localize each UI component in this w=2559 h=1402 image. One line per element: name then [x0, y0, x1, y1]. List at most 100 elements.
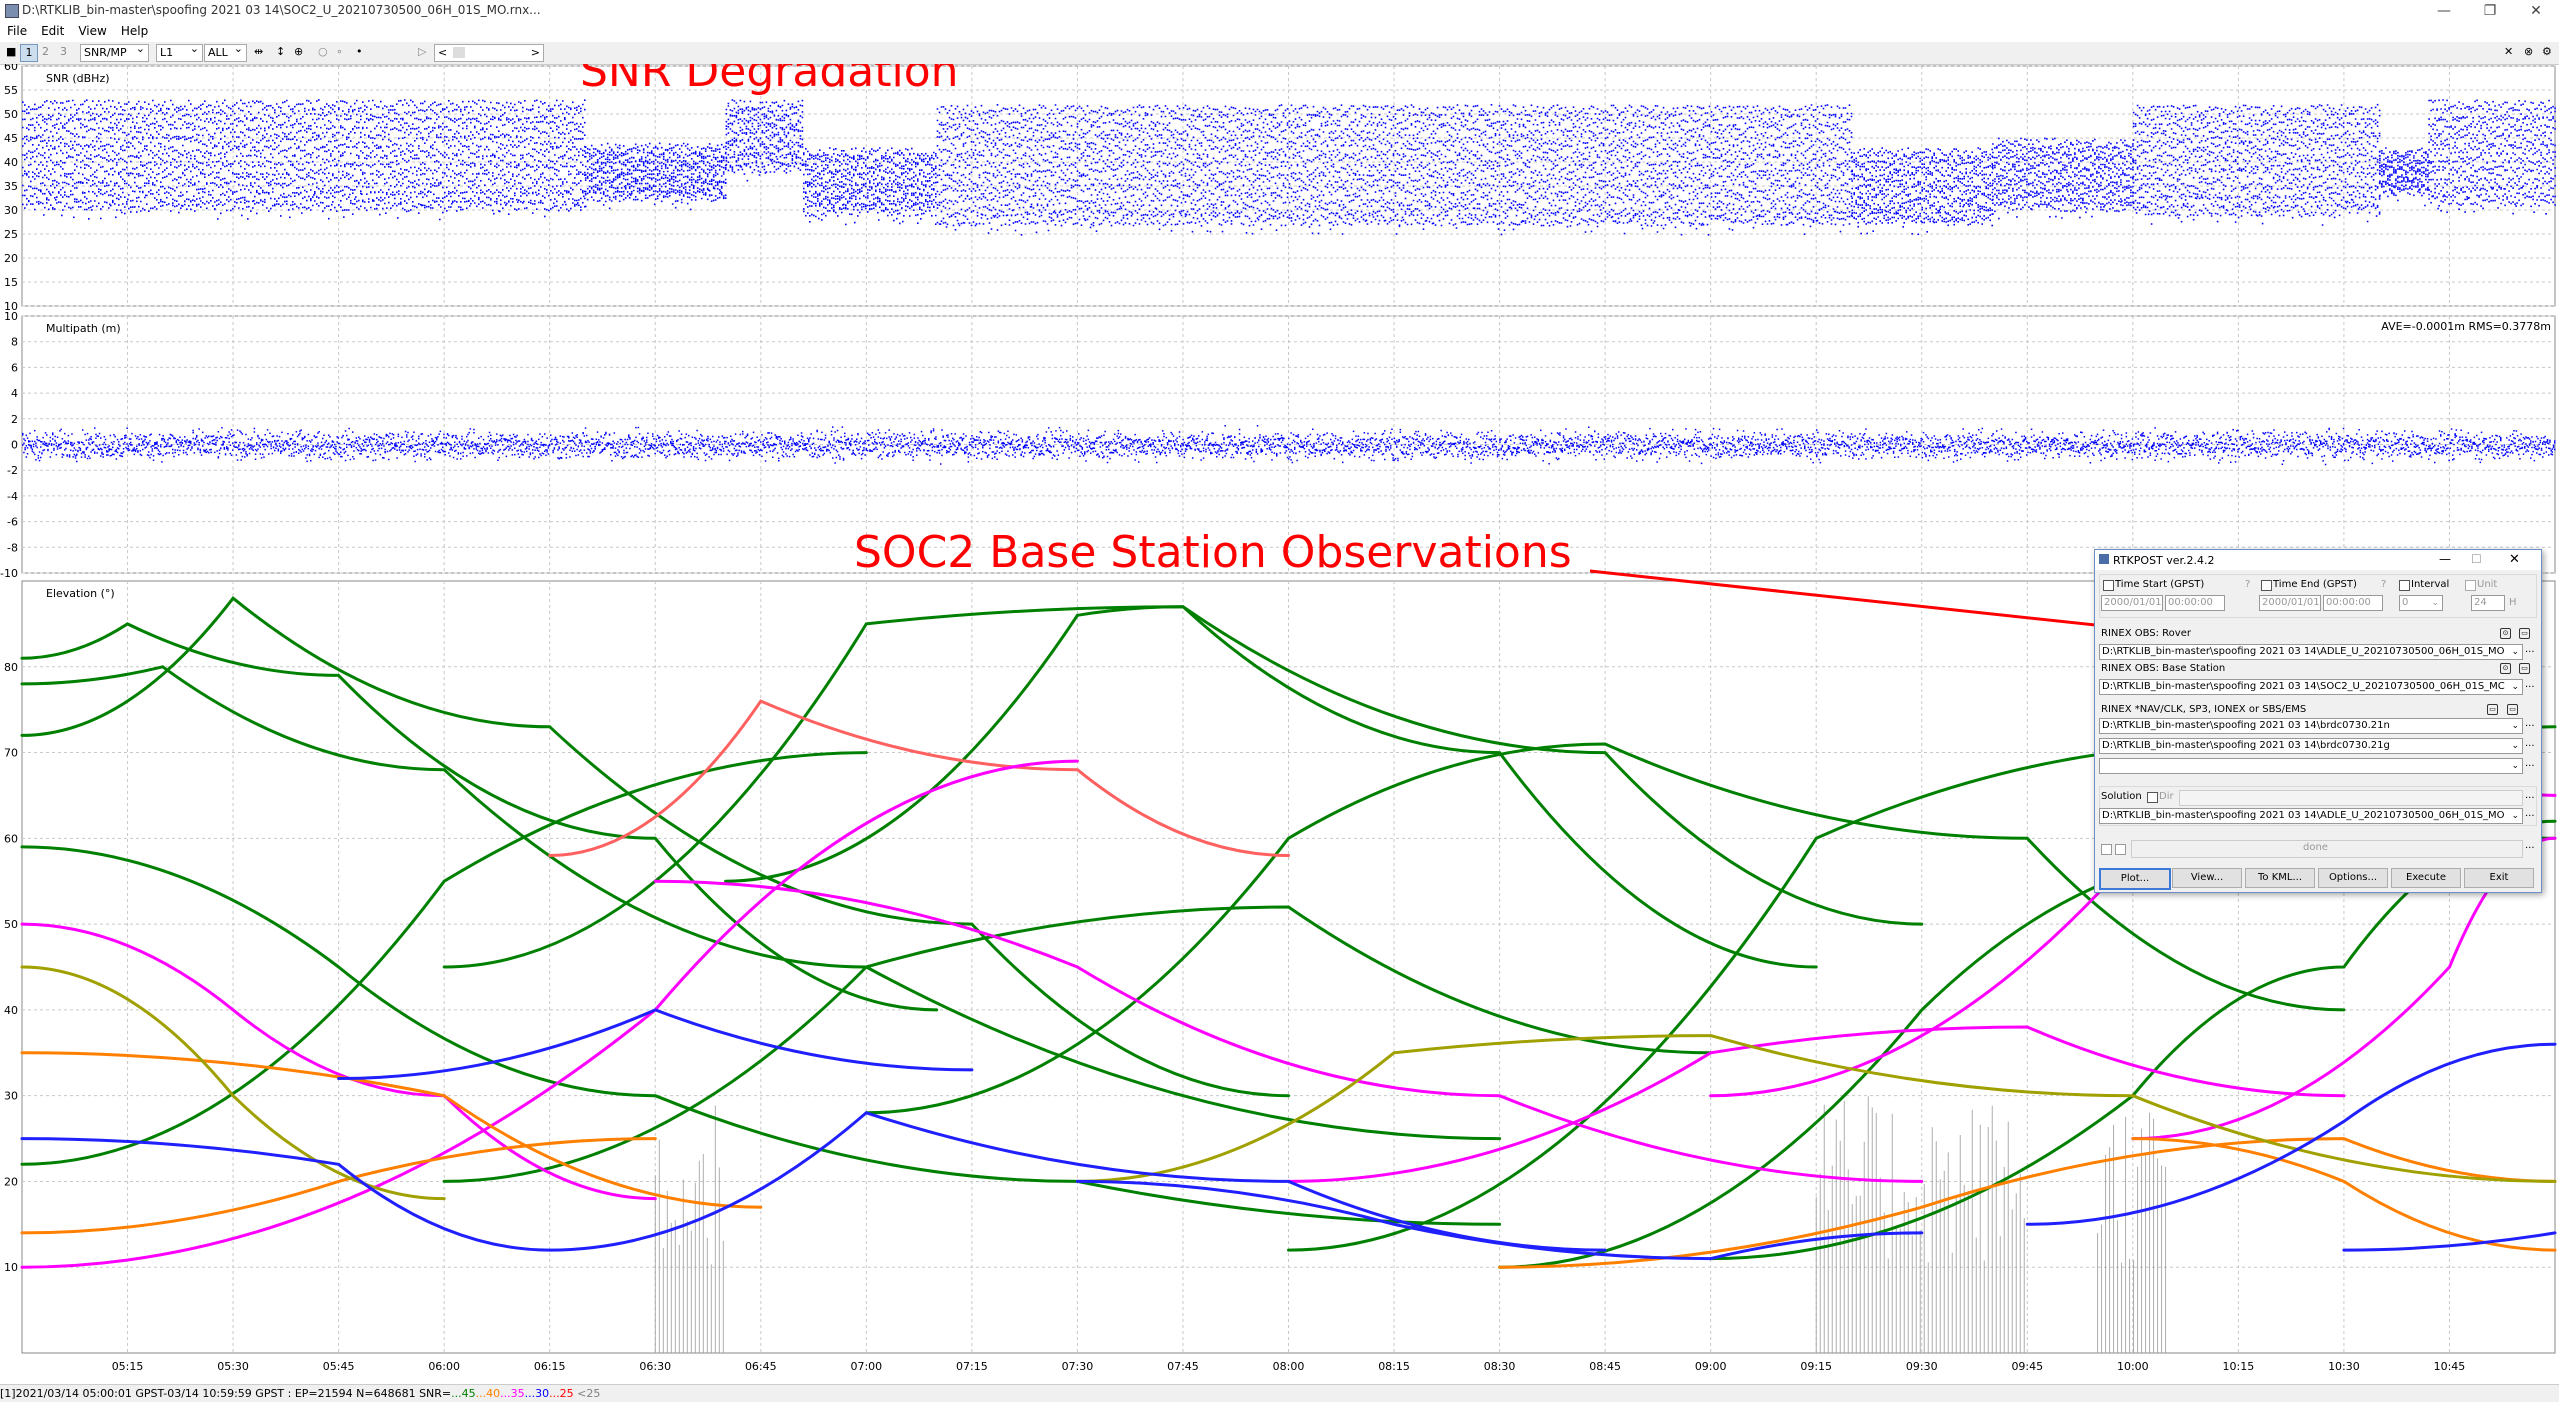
satellite-track	[20, 1137, 552, 1252]
frame-2-button[interactable]: 2	[42, 45, 49, 58]
fit-vertical-icon[interactable]: ↕	[276, 45, 286, 58]
snr-legend-item: ...35	[500, 1387, 525, 1400]
y-tick-label: 40	[4, 156, 18, 169]
time-start-label: Time Start (GPST)	[2115, 579, 2205, 590]
satellite-track	[20, 845, 1502, 1226]
rover-plot-icon[interactable]: ▭	[2519, 628, 2530, 639]
scroll-left-button[interactable]: <	[438, 46, 448, 59]
plot-type-select[interactable]: SNR/MP	[80, 41, 149, 62]
time-start-checkbox[interactable]	[2103, 580, 2114, 591]
time-panel	[2099, 574, 2537, 618]
rtkpost-maximize-button[interactable]: ☐	[2471, 552, 2482, 566]
nav-plot-icon[interactable]: ▭	[2487, 704, 2498, 715]
satellite-track	[20, 622, 939, 1012]
view-button[interactable]: View...	[2172, 868, 2242, 888]
time-start-help[interactable]: ?	[2245, 579, 2251, 590]
nav-path-3-input[interactable]: ⌄	[2099, 758, 2523, 774]
time-scrollbar[interactable]: < >	[434, 44, 544, 62]
snr-legend-item: <25	[573, 1387, 601, 1400]
solution-dir-input[interactable]	[2179, 790, 2523, 806]
minimize-button[interactable]: —	[2437, 3, 2451, 19]
nav-path-2-input[interactable]: D:\RTKLIB_bin-master\spoofing 2021 03 14…	[2099, 738, 2523, 754]
close-button[interactable]: ✕	[2530, 3, 2542, 19]
nav-2-browse-button[interactable]: ...	[2525, 738, 2535, 749]
start-time-input[interactable]: 00:00:00	[2165, 595, 2225, 611]
snr-legend-item: ...25	[549, 1387, 574, 1400]
rtkpost-window[interactable]: RTKPOST ver.2.4.2 — ☐ ✕ Time Start (GPST…	[2094, 549, 2542, 893]
satellite-track	[20, 1051, 763, 1209]
frame-icon[interactable]: ■	[6, 45, 17, 58]
rtkpost-close-button[interactable]: ✕	[2509, 552, 2520, 567]
option-checkbox-1[interactable]	[2101, 844, 2112, 855]
satellite-track	[442, 905, 1713, 1183]
nav-path-2-text: D:\RTKLIB_bin-master\spoofing 2021 03 14…	[2102, 740, 2390, 751]
unit-checkbox[interactable]	[2465, 580, 2476, 591]
scroll-right-button[interactable]: >	[530, 46, 540, 59]
scroll-thumb[interactable]	[453, 47, 465, 58]
nav-path-1-input[interactable]: D:\RTKLIB_bin-master\spoofing 2021 03 14…	[2099, 718, 2523, 734]
x-tick-label: 10:45	[2434, 1360, 2466, 1373]
solution-dir-checkbox[interactable]	[2147, 792, 2158, 803]
y-tick-label: 10	[4, 300, 18, 313]
unit-input[interactable]: 24	[2471, 595, 2505, 611]
plot-area[interactable]: 10 15 20 25 30 35 40 45 50 55 60 SNR (dBHz) -10 -8 -6-…	[0, 46, 2559, 1384]
satellite-select[interactable]: ALL	[204, 41, 247, 62]
time-end-checkbox[interactable]	[2261, 580, 2272, 591]
time-end-help[interactable]: ?	[2381, 579, 2387, 590]
frame-1-button[interactable]: 1	[20, 44, 38, 62]
progress-browse-button[interactable]: ...	[2525, 840, 2535, 851]
execute-button[interactable]: Execute	[2391, 868, 2461, 888]
menu-help[interactable]: Help	[120, 24, 149, 38]
rover-path-input[interactable]: D:\RTKLIB_bin-master\spoofing 2021 03 14…	[2099, 644, 2523, 660]
to-kml-button[interactable]: To KML...	[2245, 868, 2315, 888]
x-tick-label: 08:15	[1378, 1360, 1410, 1373]
rover-view-icon[interactable]: ⊙	[2500, 628, 2511, 639]
base-view-icon[interactable]: ⊙	[2500, 663, 2511, 674]
interval-checkbox[interactable]	[2399, 580, 2410, 591]
menu-view[interactable]: View	[78, 24, 107, 38]
base-path-input[interactable]: D:\RTKLIB_bin-master\spoofing 2021 03 14…	[2099, 679, 2523, 695]
x-tick-label: 06:00	[428, 1360, 460, 1373]
base-browse-button[interactable]: ...	[2525, 679, 2535, 690]
solution-browse-button[interactable]: ...	[2525, 808, 2535, 819]
satellite-track	[1287, 1025, 2346, 1183]
exit-button[interactable]: Exit	[2464, 868, 2534, 888]
close-plot-icon[interactable]: ✕	[2504, 45, 2514, 58]
frequency-select[interactable]: L1	[156, 41, 203, 62]
rtkpost-minimize-button[interactable]: —	[2439, 552, 2451, 566]
nav-view-icon[interactable]: ▭	[2507, 704, 2518, 715]
start-date-input[interactable]: 2000/01/01	[2101, 595, 2163, 611]
show-track-icon[interactable]: ○	[318, 45, 328, 58]
nav-3-browse-button[interactable]: ...	[2525, 758, 2535, 769]
plot-button[interactable]: Plot...	[2099, 868, 2171, 890]
snr-legend-prefix: SNR=	[419, 1387, 452, 1400]
nav-1-browse-button[interactable]: ...	[2525, 718, 2535, 729]
end-date-input[interactable]: 2000/01/01	[2259, 595, 2321, 611]
restore-button[interactable]: ❐	[2483, 3, 2497, 19]
status-text: [1]2021/03/14 05:00:01 GPST-03/14 10:59:…	[0, 1387, 416, 1400]
frame-3-button[interactable]: 3	[60, 45, 67, 58]
solution-dir-browse-button[interactable]: ...	[2525, 790, 2535, 801]
menu-file[interactable]: File	[7, 24, 28, 38]
rover-browse-button[interactable]: ...	[2525, 644, 2535, 655]
y-tick-label: 8	[11, 336, 18, 349]
solution-path-input[interactable]: D:\RTKLIB_bin-master\spoofing 2021 03 14…	[2099, 808, 2523, 824]
gear-icon[interactable]: ⚙	[2542, 45, 2552, 58]
interval-input[interactable]: 0 ⌄	[2399, 595, 2443, 611]
fit-icon[interactable]: ⊗	[2524, 45, 2534, 58]
point-icon[interactable]: ∘	[336, 45, 343, 58]
menu-edit[interactable]: Edit	[41, 24, 65, 38]
y-axis-label: SNR (dBHz)	[46, 72, 110, 85]
option-checkbox-2[interactable]	[2115, 844, 2126, 855]
dot-icon[interactable]: •	[356, 45, 363, 58]
y-tick-label: 25	[4, 228, 18, 241]
options-button[interactable]: Options...	[2318, 868, 2388, 888]
y-tick-label: -10	[0, 567, 18, 580]
base-plot-icon[interactable]: ▭	[2519, 663, 2530, 674]
fit-horizontal-icon[interactable]: ⇹	[254, 45, 264, 58]
center-origin-icon[interactable]: ⊕	[294, 45, 304, 58]
end-time-input[interactable]: 00:00:00	[2323, 595, 2383, 611]
animate-icon[interactable]: ▷	[418, 45, 427, 58]
annotation-base-station: SOC2 Base Station Observations	[854, 527, 1572, 578]
